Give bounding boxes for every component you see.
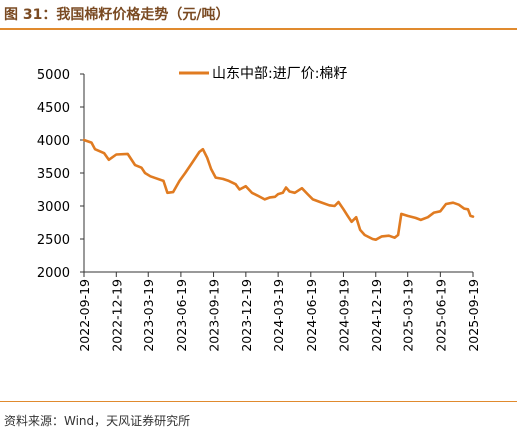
x-tick-label: 2023-03-19 [141,279,156,352]
x-tick-label: 2025-03-19 [401,279,416,352]
y-tick-label: 2500 [37,233,70,248]
x-tick-label: 2023-12-19 [239,279,254,352]
legend: 山东中部:进厂价:棉籽 [179,65,347,82]
x-tick-label: 2023-06-19 [174,279,189,352]
x-axis: 2022-09-19 2022-12-19 2023-03-19 2023-06-19… [77,271,481,352]
x-tick-label: 2024-09-19 [336,279,351,352]
source-note: 资料来源：Wind，天风证券研究所 [4,414,191,428]
x-tick-label: 2025-06-19 [433,279,448,352]
x-tick-label: 2022-12-19 [109,279,124,352]
y-tick-label: 2000 [37,266,70,281]
x-tick-label: 2022-09-19 [77,279,92,352]
y-tick-label: 4500 [37,101,70,116]
y-axis: 2000 2500 3000 3500 4000 4500 5000 [37,68,85,281]
x-tick-label: 2025-09-19 [466,279,481,352]
y-tick-label: 4000 [37,134,70,149]
x-tick-label: 2024-06-19 [304,279,319,352]
x-tick-label: 2023-09-19 [207,279,222,352]
legend-label: 山东中部:进厂价:棉籽 [212,65,347,82]
series-line [82,138,475,241]
y-tick-label: 3000 [37,200,70,215]
top-rule [0,28,517,30]
bottom-rule [0,401,517,402]
y-tick-label: 3500 [37,167,70,182]
x-tick-label: 2024-12-19 [369,279,384,352]
x-tick-label: 2024-03-19 [271,279,286,352]
series-group [82,138,475,241]
chart-title: 图 31：我国棉籽价格走势（元/吨） [4,7,230,23]
y-tick-label: 5000 [37,68,70,83]
